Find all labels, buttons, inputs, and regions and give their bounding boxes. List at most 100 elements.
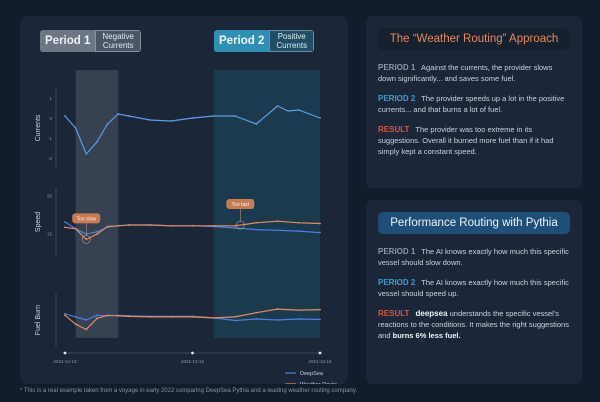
period-2-label: Period 2 [214, 30, 270, 52]
data-point-1-0-6 [127, 115, 130, 117]
data-point-2-1-4 [106, 225, 109, 228]
y-tick-label-1-3: -2 [48, 156, 52, 161]
weather-period-1-tag: PERIOD 1 [378, 63, 416, 72]
weather-period-1-body: Against the currents, the provider slows… [378, 63, 553, 83]
data-point-2-1-10 [212, 224, 215, 227]
y-axis-label-3: Fuel Burn [35, 305, 42, 335]
y-axis-label-1: Currents [35, 114, 42, 141]
weather-result-text: RESULT The provider was too extreme in i… [378, 124, 570, 157]
pythia-period-1-tag: PERIOD 1 [378, 247, 416, 256]
legend-label-1: Weather Route [300, 382, 337, 384]
annotation-box-1 [226, 199, 255, 210]
x-tick-dot-2 [318, 351, 322, 355]
weather-result-tag: RESULT [378, 125, 410, 134]
data-point-2-0-12 [255, 228, 258, 231]
data-point-2-1-1 [74, 227, 77, 230]
pythia-period-2-body: The AI knows exactly how much this speci… [378, 278, 569, 298]
data-point-1-0-8 [170, 120, 173, 122]
footnote: * This is a real example taken from a vo… [20, 388, 357, 394]
data-point-2-1-13 [276, 220, 279, 223]
pythia-period-2-tag: PERIOD 2 [378, 278, 416, 287]
x-tick-label-0: 2021-12-13 [53, 359, 77, 364]
data-point-1-0-11 [234, 115, 236, 117]
data-point-1-0-3 [95, 141, 98, 143]
period-1-header: Period 1 Negative Currents [40, 30, 141, 52]
period-2-sub-line1: Positive [277, 32, 306, 41]
data-point-2-1-6 [127, 224, 130, 226]
data-point-3-0-3 [95, 314, 98, 317]
pythia-result-tag: RESULT [378, 309, 410, 318]
data-point-2-1-7 [149, 224, 151, 226]
weather-result-body: The provider was too extreme in its sugg… [378, 125, 554, 156]
x-tick-dot-1 [191, 351, 194, 355]
y-tick-label-2-0: 20 [47, 194, 53, 199]
data-point-2-1-0 [64, 226, 66, 229]
data-point-2-0-15 [319, 231, 321, 234]
data-point-1-0-1 [74, 127, 77, 129]
pythia-result-text: RESULT deepsea understands the specific … [378, 308, 570, 341]
data-point-2-1-8 [170, 224, 173, 227]
data-point-3-1-13 [276, 308, 279, 310]
period-2-sub-line2: Currents [276, 41, 308, 50]
data-point-3-0-1 [74, 315, 77, 318]
period-2-subtitle: Positive Currents [269, 30, 315, 52]
data-point-3-1-9 [191, 315, 194, 318]
data-point-3-1-2 [85, 328, 88, 331]
series-line-3-weather-route [64, 308, 321, 330]
data-point-3-1-11 [234, 315, 236, 318]
period-2-header: Period 2 Positive Currents [214, 30, 315, 52]
annotation-label-0: Too slow [77, 216, 97, 222]
data-point-2-1-12 [255, 221, 258, 224]
data-point-2-0-0 [64, 221, 66, 223]
data-point-2-0-11 [234, 227, 236, 229]
data-point-1-0-13 [276, 105, 279, 107]
y-tick-label-1-1: 0 [49, 116, 52, 121]
data-point-1-0-15 [297, 109, 300, 111]
data-point-1-0-2 [85, 153, 88, 155]
data-point-3-1-3 [95, 317, 98, 320]
pythia-period-1-text: PERIOD 1 The AI knows exactly how much t… [378, 246, 570, 268]
data-point-2-1-14 [297, 221, 300, 224]
pythia-card: Performance Routing with Pythia PERIOD 1… [366, 200, 582, 384]
y-axis-label-2: Speed [35, 212, 42, 232]
data-point-2-1-15 [319, 222, 321, 225]
data-point-1-0-16 [319, 117, 321, 119]
data-point-3-1-8 [170, 315, 173, 318]
y-tick-label-2-1: 15 [47, 231, 53, 236]
period-1-sub-line2: Currents [102, 41, 134, 50]
data-point-2-0-3 [95, 230, 98, 233]
data-point-3-1-6 [127, 315, 130, 318]
data-point-2-1-5 [117, 224, 120, 227]
period-1-band [75, 70, 119, 338]
data-point-1-0-9 [191, 117, 194, 119]
weather-routing-card: The “Weather Routing” Approach PERIOD 1 … [366, 16, 582, 188]
data-point-3-1-4 [106, 314, 109, 317]
data-point-1-0-10 [212, 115, 215, 117]
data-point-1-0-0 [64, 115, 66, 117]
y-tick-label-1-0: 1 [49, 96, 52, 101]
weather-period-2-text: PERIOD 2 The provider speeds up a lot in… [378, 93, 570, 115]
pythia-period-2-text: PERIOD 2 The AI knows exactly how much t… [378, 277, 570, 299]
data-point-3-1-0 [64, 314, 66, 317]
data-point-3-0-12 [255, 318, 258, 320]
data-point-2-0-14 [297, 230, 300, 232]
data-point-3-1-5 [117, 314, 120, 317]
data-point-3-1-14 [297, 309, 300, 312]
data-point-3-0-11 [234, 319, 236, 322]
data-point-2-1-11 [234, 224, 236, 227]
legend-label-0: DeepSea [300, 371, 324, 377]
pythia-result-highlight: burns 6% less fuel. [392, 331, 461, 340]
deepsea-brand: deepsea [415, 309, 448, 318]
period-1-subtitle: Negative Currents [95, 30, 141, 52]
x-tick-label-2: 2021-12-18 [308, 359, 332, 364]
weather-period-2-body: The provider speeds up a lot in the posi… [378, 94, 565, 114]
data-point-3-1-7 [149, 315, 151, 318]
line-chart: Currents 1 0 -1 -2 Speed 20 15 Too slow Too fast F… [35, 70, 337, 384]
annotation-box-0 [72, 213, 101, 224]
y-tick-label-1-2: -1 [48, 136, 52, 141]
weather-routing-title: The “Weather Routing” Approach [378, 28, 570, 50]
chart-panel: Period 1 Negative Currents Period 2 Posi… [20, 16, 348, 384]
data-point-1-0-12 [255, 123, 258, 125]
period-1-sub-line1: Negative [102, 32, 134, 41]
period-1-label: Period 1 [40, 30, 96, 52]
